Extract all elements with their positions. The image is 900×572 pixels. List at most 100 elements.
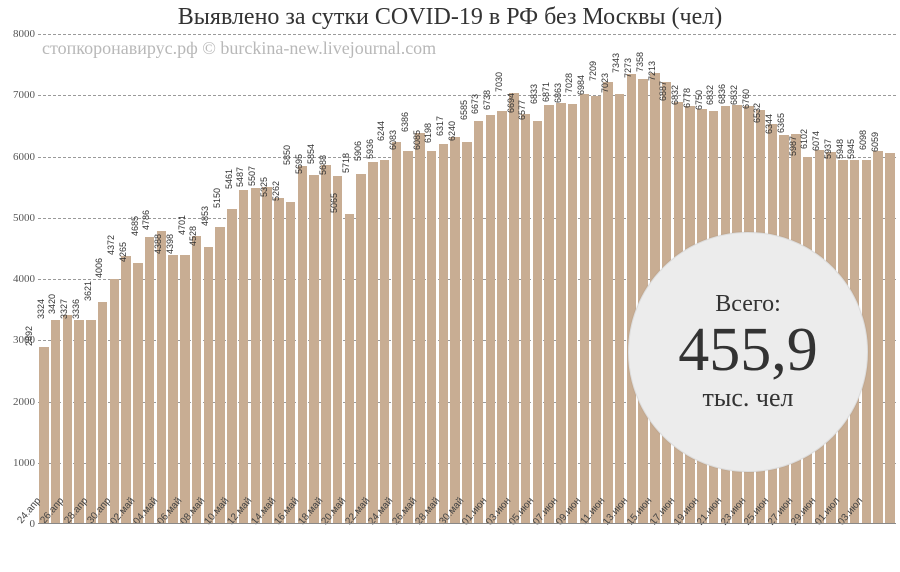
y-tick-label: 4000 <box>5 273 35 285</box>
bar-slot: 342026.апр <box>62 34 74 524</box>
bar-slot: 506520.май <box>344 34 356 524</box>
bar-value-label: 6673 <box>470 94 480 114</box>
bar-value-label: 5987 <box>788 136 798 156</box>
bar-value-label: 4786 <box>141 210 151 230</box>
bar-slot: 7273 <box>637 34 649 524</box>
bar-value-label: 6833 <box>529 84 539 104</box>
bar: 3420 <box>63 315 73 524</box>
bar-value-label: 4388 <box>153 234 163 254</box>
bar-value-label: 6198 <box>423 123 433 143</box>
bar-value-label: 6386 <box>400 112 410 132</box>
bar: 2892 <box>39 347 49 524</box>
bar-value-label: 5461 <box>224 168 234 188</box>
bar: 6198 <box>439 144 449 524</box>
y-tick-label: 6000 <box>5 151 35 163</box>
bar: 7023 <box>615 94 625 524</box>
chart-title: Выявлено за сутки COVID-19 в РФ без Моск… <box>0 0 900 31</box>
bar-value-label: 3327 <box>59 299 69 319</box>
bar-value-label: 6984 <box>576 75 586 95</box>
bar-value-label: 6738 <box>482 90 492 110</box>
bar-value-label: 5937 <box>823 139 833 159</box>
bar-value-label: 6098 <box>858 129 868 149</box>
bar-slot: 5262 <box>285 34 297 524</box>
bar-value-label: 5945 <box>846 139 856 159</box>
bar-slot: 6863 <box>567 34 579 524</box>
bar-value-label: 4398 <box>165 234 175 254</box>
bar: 4372 <box>121 256 131 524</box>
bar: 5718 <box>356 174 366 524</box>
bar-slot: 3327 <box>73 34 85 524</box>
bar: 6585 <box>474 121 484 524</box>
bar-value-label: 6832 <box>705 85 715 105</box>
bar: 3336 <box>86 320 96 524</box>
bar-slot: 657705.июн <box>532 34 544 524</box>
y-tick-label: 1000 <box>5 457 35 469</box>
bar: 5262 <box>286 202 296 524</box>
bar-slot: 6085 <box>426 34 438 524</box>
bar-slot: 590622.май <box>367 34 379 524</box>
bar-value-label: 6083 <box>388 130 398 150</box>
bar-slot: 5461 <box>238 34 250 524</box>
bar: 6083 <box>403 151 413 524</box>
bar-value-label: 3621 <box>83 281 93 301</box>
bar-value-label: 5718 <box>341 153 351 173</box>
bar-value-label: 6750 <box>694 90 704 110</box>
bar-slot: 585418.май <box>320 34 332 524</box>
bar-slot: 6059 <box>884 34 896 524</box>
bar-value-label: 6365 <box>776 113 786 133</box>
bar-slot: 478604.май <box>156 34 168 524</box>
bar-value-label: 7358 <box>635 52 645 72</box>
y-tick-label: 7000 <box>5 89 35 101</box>
bar: 6738 <box>497 111 507 524</box>
bar-value-label: 4853 <box>200 206 210 226</box>
bar: 3327 <box>74 320 84 524</box>
bar: 4388 <box>168 255 178 524</box>
bar-slot: 594503.июл <box>861 34 873 524</box>
bar: 5461 <box>239 190 249 524</box>
bar: 5850 <box>298 166 308 524</box>
bar: 6059 <box>885 153 895 524</box>
bar: 4685 <box>145 237 155 524</box>
bar-slot: 5718 <box>355 34 367 524</box>
bar: 5854 <box>321 165 331 524</box>
bar-slot: 3324 <box>50 34 62 524</box>
bar: 4398 <box>180 255 190 524</box>
bar: 6833 <box>544 105 554 524</box>
bar-value-label: 7030 <box>494 72 504 92</box>
bar: 6317 <box>450 137 460 524</box>
bar-slot: 4372 <box>120 34 132 524</box>
bar-slot: 687107.июн <box>555 34 567 524</box>
bar-slot: 6098 <box>872 34 884 524</box>
bar-slot: 734313.июн <box>626 34 638 524</box>
bar: 5936 <box>380 160 390 524</box>
bar-slot: 548712.май <box>250 34 262 524</box>
bar-value-label: 6240 <box>447 121 457 141</box>
bar: 6863 <box>568 104 578 524</box>
bar-value-label: 6832 <box>729 85 739 105</box>
bar: 6386 <box>415 133 425 524</box>
bar: 5487 <box>251 188 261 524</box>
bar: 7343 <box>627 74 637 524</box>
bar-slot: 400630.апр <box>109 34 121 524</box>
bar-value-label: 5936 <box>365 139 375 159</box>
bar-value-label: 5262 <box>271 181 281 201</box>
bar: 4265 <box>133 263 143 524</box>
bar-value-label: 3324 <box>36 299 46 319</box>
bar-slot: 5695 <box>308 34 320 524</box>
bar: 5695 <box>309 175 319 524</box>
bar-value-label: 5906 <box>353 141 363 161</box>
bar-slot: 4685 <box>144 34 156 524</box>
bar-value-label: 7023 <box>600 73 610 93</box>
bar-value-label: 2892 <box>24 326 34 346</box>
x-axis-baseline <box>38 523 896 524</box>
bar-value-label: 6585 <box>459 100 469 120</box>
bar-value-label: 6887 <box>658 81 668 101</box>
bar-slot: 289224.апр <box>38 34 50 524</box>
bar-value-label: 6836 <box>717 84 727 104</box>
bar-value-label: 6244 <box>376 121 386 141</box>
bar: 7028 <box>580 94 590 524</box>
bar-value-label: 6760 <box>741 89 751 109</box>
bar: 5150 <box>227 209 237 524</box>
bar-value-label: 4685 <box>130 216 140 236</box>
bar-slot: 702809.июн <box>579 34 591 524</box>
